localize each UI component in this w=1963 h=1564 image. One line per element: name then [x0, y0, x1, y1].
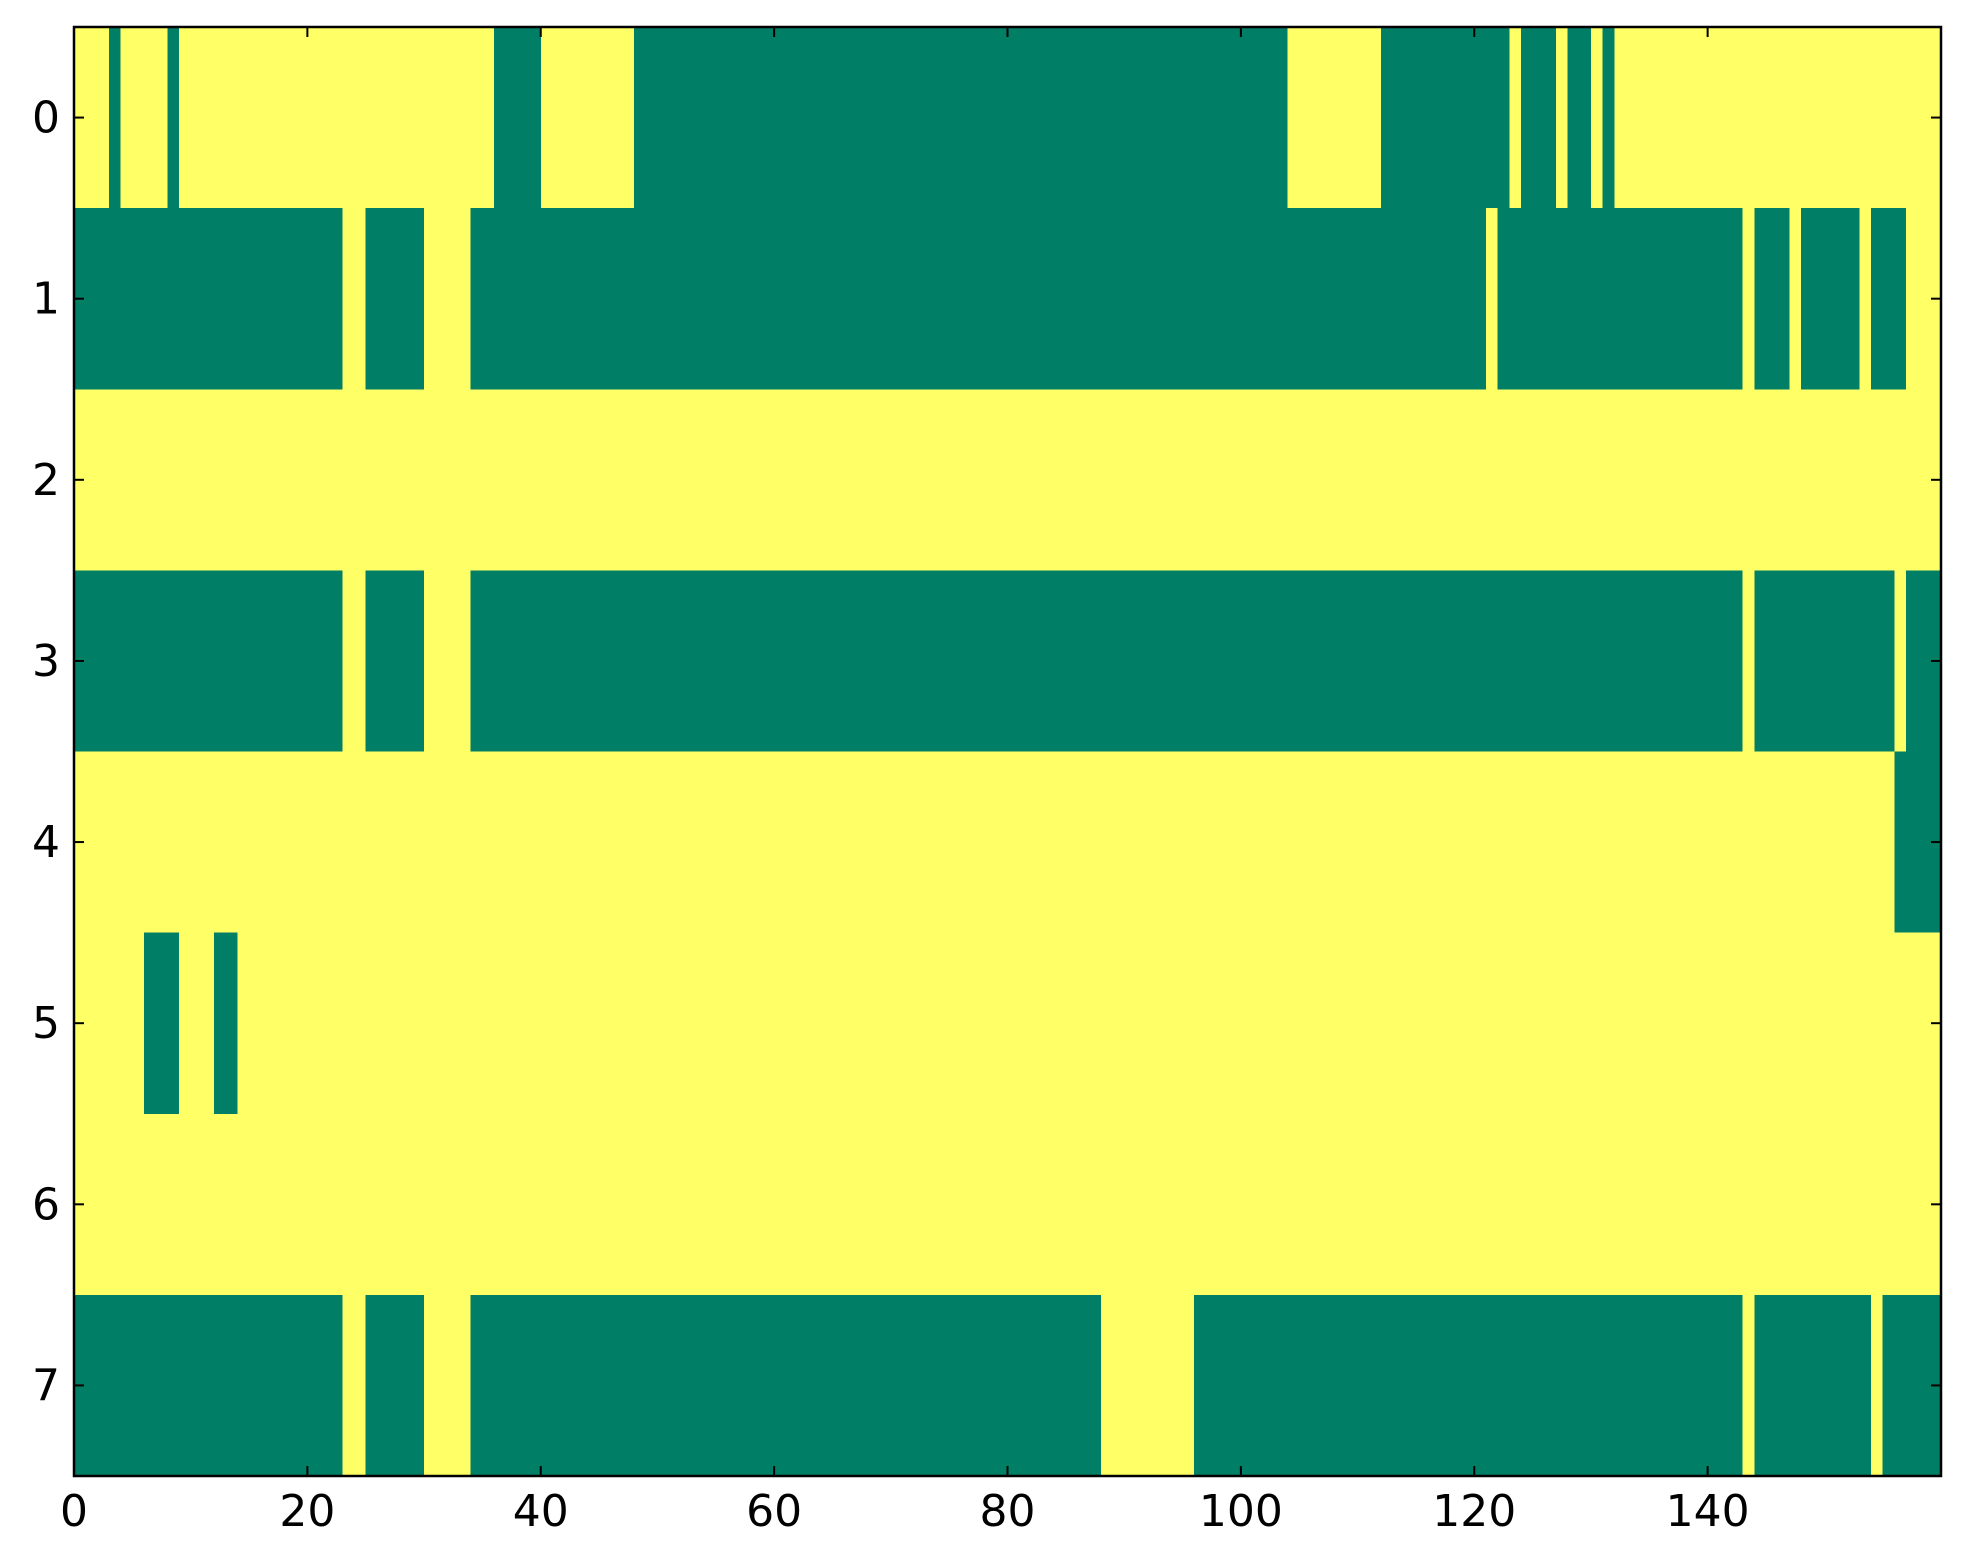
heatmap-cell	[470, 570, 1743, 752]
x-tick-label: 40	[513, 1486, 569, 1537]
y-tick-label: 7	[32, 1360, 60, 1411]
x-tick-label: 120	[1432, 1486, 1516, 1537]
heatmap-cell	[365, 570, 425, 752]
x-tick-label: 0	[60, 1486, 88, 1537]
heatmap-cell	[167, 27, 180, 209]
y-tick-label: 0	[32, 93, 60, 144]
heatmap-cell	[1754, 208, 1790, 390]
y-tick-label: 2	[32, 455, 60, 506]
heatmap-cell	[144, 932, 180, 1114]
heatmap-cell	[1497, 208, 1743, 390]
y-tick-label: 5	[32, 998, 60, 1049]
heatmap-cell	[365, 1294, 425, 1476]
y-axis-tick-labels: 0 1 2 3 4 5 6 7	[32, 93, 60, 1412]
y-tick-label: 4	[32, 817, 60, 868]
heatmap-cell	[1754, 1294, 1871, 1476]
heatmap-cell	[109, 27, 121, 209]
x-tick-label: 20	[279, 1486, 335, 1537]
heatmap-cell	[470, 208, 1486, 390]
heatmap-cell	[1380, 27, 1510, 209]
heatmap-cell	[1602, 27, 1615, 209]
heatmap-cell	[74, 570, 343, 752]
heatmap-cell	[470, 1294, 1101, 1476]
heatmap-cell	[214, 932, 238, 1114]
x-tick-label: 140	[1666, 1486, 1750, 1537]
heatmap-cells	[74, 27, 1941, 1476]
y-tick-label: 1	[32, 274, 60, 325]
plot-frame	[72, 25, 1943, 1478]
x-tick-label: 80	[980, 1486, 1036, 1537]
y-tick-label: 3	[32, 636, 60, 687]
heatmap-cell	[365, 208, 425, 390]
heatmap-cell	[1520, 27, 1556, 209]
x-tick-label: 60	[746, 1486, 802, 1537]
heatmap-cell	[1754, 570, 1895, 752]
heatmap-cell	[494, 27, 541, 209]
heatmap-cell	[1870, 208, 1906, 390]
heatmap-cell	[1567, 27, 1591, 209]
y-tick-label: 6	[32, 1179, 60, 1230]
heatmap-cell	[74, 208, 343, 390]
heatmap-cell	[634, 27, 1288, 209]
x-tick-label: 100	[1199, 1486, 1283, 1537]
heatmap-cell	[74, 1294, 343, 1476]
x-axis-tick-labels: 0 20 40 60 80 100 120 140	[60, 1486, 1750, 1537]
heatmap-cell	[1194, 1294, 1743, 1476]
heatmap-cell	[1800, 208, 1860, 390]
